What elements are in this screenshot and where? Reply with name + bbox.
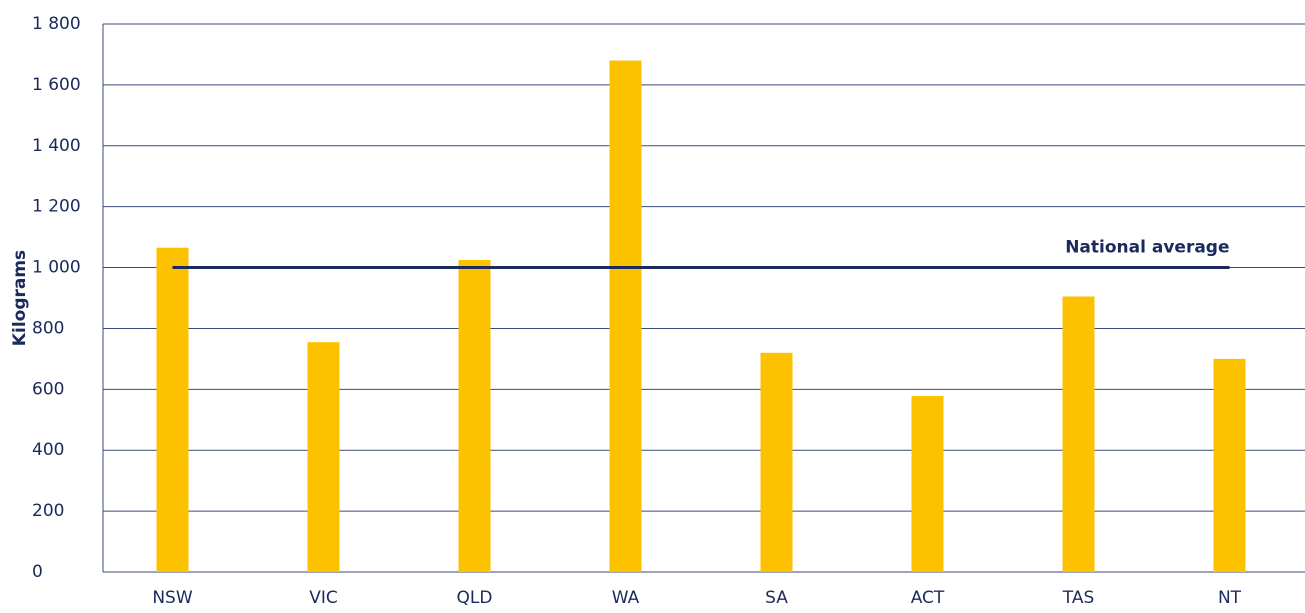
bar [911, 396, 944, 572]
x-tick-label: WA [612, 588, 640, 608]
y-tick-label: 800 [32, 318, 64, 338]
y-tick-label: 400 [32, 440, 64, 460]
bar [458, 259, 491, 572]
bar [307, 342, 340, 572]
y-tick-label: 1 600 [32, 75, 81, 95]
x-tick-label: TAS [1062, 588, 1095, 608]
y-tick-label: 200 [32, 501, 64, 521]
y-tick-label: 600 [32, 379, 64, 399]
y-tick-label: 0 [32, 562, 43, 582]
x-tick-label: NSW [152, 588, 193, 608]
x-tick-label: QLD [457, 588, 493, 608]
x-tick-label: SA [765, 588, 788, 608]
y-tick-label: 1 200 [32, 197, 81, 217]
y-tick-label: 1 800 [32, 14, 81, 34]
x-tick-label: NT [1218, 588, 1242, 608]
bar [609, 60, 642, 573]
bar [1213, 358, 1246, 572]
reference-label: National average [1065, 238, 1229, 258]
x-tick-label: VIC [309, 588, 338, 608]
bar [156, 247, 189, 572]
bar [760, 352, 793, 572]
y-axis-label: Kilograms [10, 250, 30, 346]
x-tick-label: ACT [911, 588, 945, 608]
bar [1062, 296, 1095, 572]
y-tick-label: 1 400 [32, 136, 81, 156]
y-tick-label: 1 000 [32, 258, 81, 278]
